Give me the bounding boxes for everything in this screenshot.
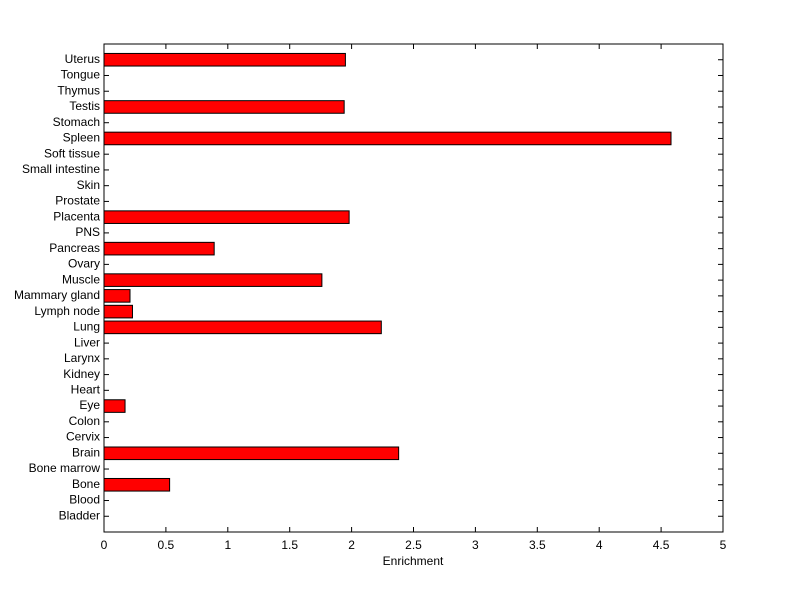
y-tick-label: Bladder: [59, 508, 100, 522]
y-tick-label: Ovary: [68, 257, 100, 271]
y-tick-label: Lung: [73, 320, 100, 334]
x-tick-label: 3: [472, 538, 479, 552]
bar: [103, 273, 323, 287]
bar: [103, 210, 350, 224]
bar: [103, 477, 171, 492]
y-tick-label: Prostate: [55, 194, 100, 208]
y-tick-label: Thymus: [57, 83, 100, 97]
y-tick-label: Eye: [79, 398, 100, 412]
y-tick-label: Stomach: [53, 115, 100, 129]
x-tick-label: 0: [101, 538, 108, 552]
y-tick-label: Heart: [71, 382, 101, 396]
y-tick-label: Small intestine: [22, 162, 100, 176]
bar: [103, 304, 133, 319]
x-tick-label: 3.5: [529, 538, 546, 552]
x-tick-label: 1.5: [281, 538, 298, 552]
x-tick-label: 0.5: [158, 538, 175, 552]
y-tick-label: Placenta: [53, 209, 100, 223]
y-tick-label: Bone marrow: [29, 461, 101, 475]
x-tick-label: 2.5: [405, 538, 422, 552]
x-axis-label: Enrichment: [383, 554, 444, 568]
bar: [103, 446, 400, 461]
bar: [103, 289, 131, 303]
y-tick-label: Colon: [69, 414, 100, 428]
x-tick-label: 2: [348, 538, 355, 552]
bar: [103, 131, 672, 146]
y-tick-label: Lymph node: [34, 304, 100, 318]
y-tick-label: PNS: [75, 225, 100, 239]
bar: [103, 100, 345, 114]
y-tick-label: Kidney: [63, 367, 100, 381]
x-tick-label: 4.5: [653, 538, 670, 552]
y-tick-label: Cervix: [66, 430, 100, 444]
x-tick-label: 4: [596, 538, 603, 552]
y-tick-label: Pancreas: [49, 241, 100, 255]
y-tick-label: Mammary gland: [14, 288, 100, 302]
bar: [103, 241, 215, 256]
bar: [103, 320, 382, 335]
y-tick-label: Bone: [72, 477, 100, 491]
y-tick-label: Blood: [69, 493, 100, 507]
bar: [103, 52, 346, 67]
bar: [103, 399, 126, 413]
y-tick-label: Skin: [77, 178, 100, 192]
y-tick-label: Soft tissue: [44, 146, 100, 160]
y-tick-label: Larynx: [64, 351, 100, 365]
y-tick-label: Liver: [74, 335, 100, 349]
plot-frame: [103, 43, 724, 533]
y-tick-label: Muscle: [62, 272, 100, 286]
y-tick-label: Tongue: [61, 68, 101, 82]
y-tick-label: Uterus: [65, 52, 100, 66]
y-tick-label: Brain: [72, 445, 100, 459]
x-tick-label: 1: [224, 538, 231, 552]
x-tick-label: 5: [720, 538, 727, 552]
y-tick-label: Testis: [69, 99, 100, 113]
y-tick-label: Spleen: [63, 131, 100, 145]
